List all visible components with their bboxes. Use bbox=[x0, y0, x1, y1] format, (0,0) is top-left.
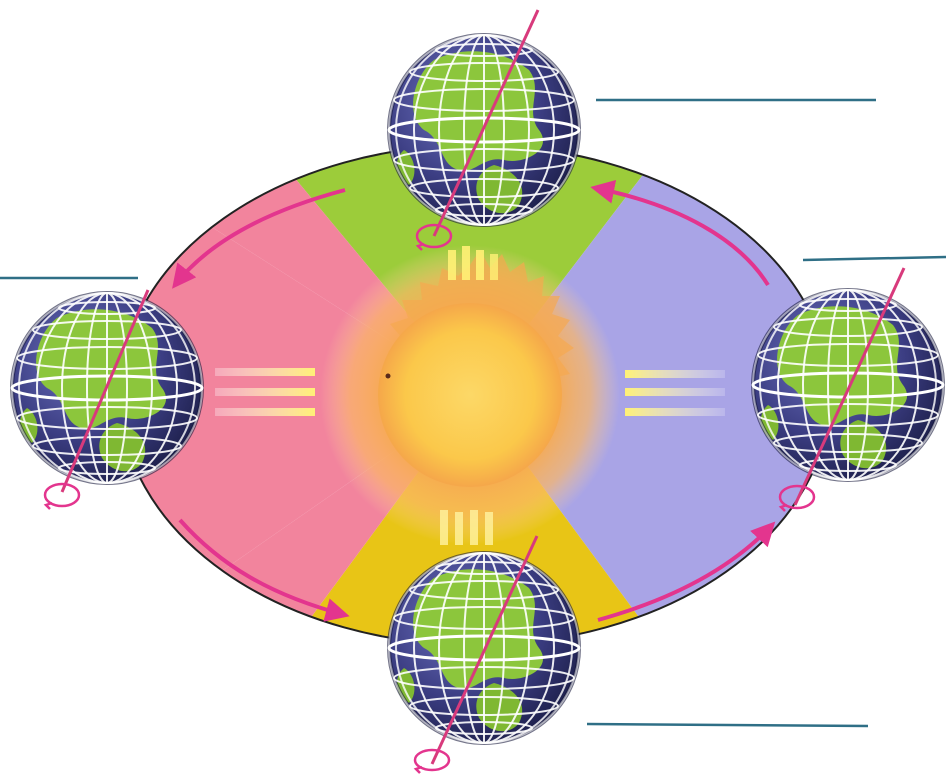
sun-beams-right bbox=[625, 370, 725, 416]
quadrant-left bbox=[120, 145, 475, 645]
rotation-arrow-icon bbox=[415, 223, 453, 249]
axis-bottom bbox=[430, 535, 539, 765]
orbit-arrow-icon bbox=[172, 188, 346, 289]
axis-top bbox=[432, 9, 540, 237]
rotation-arrow-icon bbox=[413, 748, 451, 772]
answer-blank-bottom-right[interactable] bbox=[586, 722, 869, 728]
sun-beams-bottom bbox=[440, 510, 493, 545]
orbit-arrow-icon bbox=[590, 180, 770, 287]
rotation-arrow-icon bbox=[778, 484, 816, 510]
rotation-arrow-icon bbox=[43, 482, 81, 508]
rotation-arrows bbox=[43, 223, 816, 774]
answer-blank-right[interactable] bbox=[802, 255, 946, 262]
answer-blanks bbox=[0, 98, 946, 728]
quadrant-right bbox=[475, 145, 830, 645]
globe-icon bbox=[751, 288, 945, 482]
axis-left bbox=[60, 289, 150, 493]
sun-beams-top bbox=[448, 246, 498, 280]
orbit-arrow-icon bbox=[178, 518, 350, 622]
axis-right bbox=[793, 267, 906, 506]
orbit-arrows bbox=[172, 180, 776, 622]
orbit-arrow-icon bbox=[597, 521, 776, 622]
sun-icon bbox=[320, 245, 620, 545]
quadrant-bottom bbox=[250, 395, 700, 645]
globe-right bbox=[751, 288, 945, 482]
sun-beams-left bbox=[215, 368, 315, 416]
tilted-axes bbox=[60, 9, 906, 765]
